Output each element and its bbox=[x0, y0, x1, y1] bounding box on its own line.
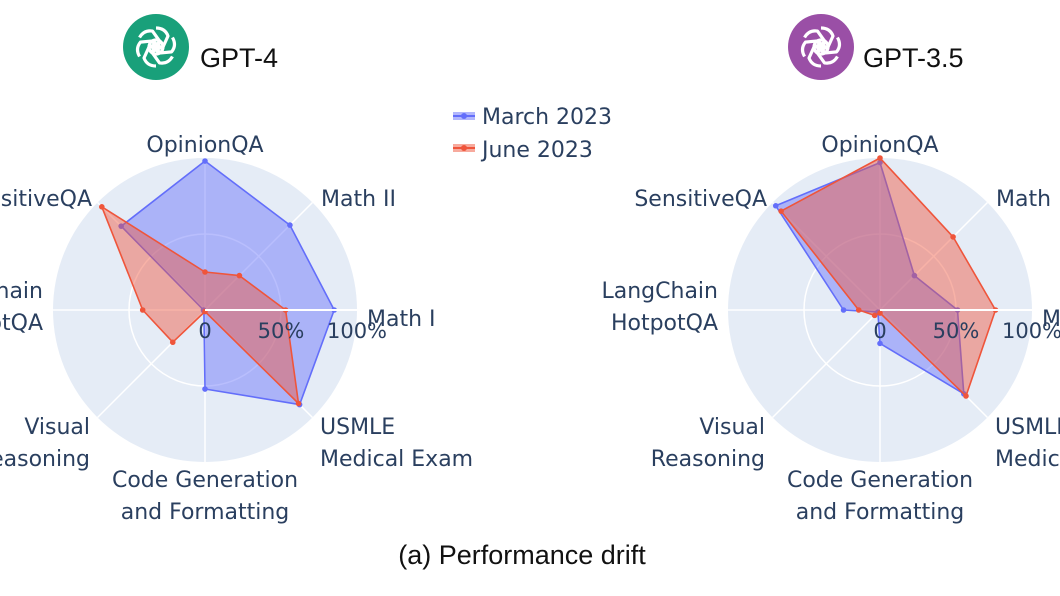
legend-march-marker bbox=[461, 113, 467, 119]
legend: March 2023 June 2023 bbox=[453, 105, 612, 163]
logo-knot-core bbox=[812, 38, 830, 56]
radar-panel-gpt4: GPT-4 0 50% 100%Math I Math II OpinionQA Sensi… bbox=[0, 14, 473, 525]
category-label: Visual bbox=[699, 415, 765, 440]
gridline-spoke bbox=[771, 201, 881, 311]
data-point[interactable] bbox=[99, 204, 105, 210]
category-label: Math I bbox=[367, 307, 436, 332]
radial-tick-label: 0 bbox=[198, 319, 211, 343]
radial-tick-label: 100% bbox=[327, 319, 387, 343]
gridline-spoke bbox=[879, 309, 989, 419]
category-label: Reasoning bbox=[0, 447, 90, 472]
gridline-spoke bbox=[204, 201, 314, 311]
radial-tick-label: 100% bbox=[1002, 319, 1060, 343]
data-point[interactable] bbox=[202, 158, 208, 164]
legend-june-marker bbox=[461, 145, 467, 151]
category-label: Reasoning bbox=[651, 447, 765, 472]
category-label: LangChain bbox=[0, 279, 43, 304]
openai-logo-icon bbox=[123, 14, 189, 80]
category-label: OpinionQA bbox=[821, 133, 938, 158]
category-label: Code Generation bbox=[112, 468, 298, 493]
data-point[interactable] bbox=[950, 234, 956, 240]
data-point[interactable] bbox=[118, 223, 124, 229]
radial-tick-label: 0 bbox=[873, 319, 886, 343]
data-point[interactable] bbox=[877, 159, 883, 166]
category-label: SensitiveQA bbox=[0, 187, 92, 212]
category-label: Math II bbox=[321, 187, 396, 212]
category-label: OpinionQA bbox=[146, 133, 263, 158]
data-point[interactable] bbox=[840, 307, 847, 313]
logo-knot-petal bbox=[138, 29, 162, 53]
category-label: Math II bbox=[996, 187, 1060, 212]
legend-item-june[interactable]: June 2023 bbox=[453, 138, 593, 163]
panel-title: GPT-4 bbox=[200, 43, 278, 73]
gridline-spoke bbox=[771, 309, 881, 419]
gridline-spoke bbox=[879, 201, 989, 311]
radial-tick-label: 50% bbox=[258, 319, 305, 343]
category-label: Math I bbox=[1042, 307, 1060, 332]
data-point[interactable] bbox=[139, 307, 146, 313]
category-label: LangChain bbox=[602, 279, 719, 304]
logo-knot bbox=[800, 26, 842, 68]
category-label: and Formatting bbox=[121, 500, 290, 525]
data-point[interactable] bbox=[287, 222, 293, 228]
category-label: Visual bbox=[24, 415, 90, 440]
data-point[interactable] bbox=[202, 386, 208, 392]
data-point[interactable] bbox=[871, 312, 878, 319]
category-label: Medical Exam bbox=[320, 447, 473, 472]
category-label: Code Generation bbox=[787, 468, 973, 493]
data-point[interactable] bbox=[778, 208, 784, 214]
data-point[interactable] bbox=[877, 310, 883, 316]
data-point[interactable] bbox=[877, 340, 883, 347]
data-point[interactable] bbox=[295, 400, 302, 407]
panel-title: GPT-3.5 bbox=[863, 43, 964, 73]
category-label: HotpotQA bbox=[611, 311, 718, 336]
radial-tick-label: 50% bbox=[933, 319, 980, 343]
legend-june-label: June 2023 bbox=[480, 138, 593, 163]
radar-panel-gpt35: GPT-3.5 0 50% 100%Math I Math II OpinionQA Sen… bbox=[602, 14, 1060, 525]
openai-logo-icon bbox=[788, 14, 854, 80]
legend-item-march[interactable]: March 2023 bbox=[453, 105, 612, 130]
data-point[interactable] bbox=[772, 202, 779, 209]
data-point[interactable] bbox=[169, 339, 176, 346]
data-point[interactable] bbox=[855, 307, 862, 313]
category-label: Medical Exam bbox=[995, 447, 1060, 472]
logo-knot bbox=[135, 26, 177, 68]
data-point[interactable] bbox=[877, 155, 883, 161]
data-point[interactable] bbox=[963, 393, 969, 399]
logo-knot-core bbox=[147, 38, 165, 56]
figure-caption: (a) Performance drift bbox=[398, 540, 646, 570]
data-point[interactable] bbox=[202, 269, 208, 275]
category-label: USMLE bbox=[320, 415, 395, 440]
legend-march-label: March 2023 bbox=[482, 105, 612, 130]
category-label: and Formatting bbox=[796, 500, 965, 525]
logo-knot-petal bbox=[803, 29, 827, 53]
category-label: HotpotQA bbox=[0, 311, 43, 336]
category-label: SensitiveQA bbox=[634, 187, 767, 212]
data-point[interactable] bbox=[236, 272, 243, 279]
data-point[interactable] bbox=[911, 272, 918, 279]
category-label: USMLE bbox=[995, 415, 1060, 440]
